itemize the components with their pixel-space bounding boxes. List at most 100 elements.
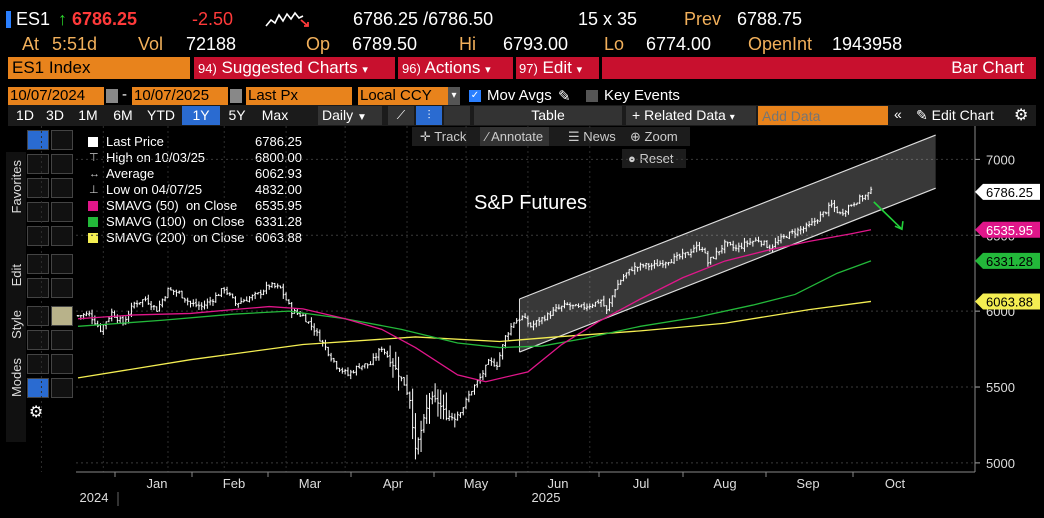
period-tab-5y[interactable]: 5Y	[228, 107, 246, 123]
horizontal-line-tool[interactable]	[27, 202, 49, 222]
zoom-button[interactable]: ⊕ Zoom	[630, 129, 678, 145]
legend-swatch	[88, 137, 98, 147]
period-tab-ytd[interactable]: YTD	[147, 107, 175, 123]
related-data-menu[interactable]: + Related Data ▾	[626, 106, 756, 125]
rectangle-tool[interactable]	[51, 226, 73, 246]
settings-gear-icon[interactable]: ⚙	[29, 404, 44, 421]
sma-50-line	[77, 229, 872, 383]
line-style-tool[interactable]	[51, 330, 73, 350]
legend-value: 6800.00	[255, 150, 302, 165]
x-tick-label: Mar	[299, 476, 322, 491]
side-panel: Favorites Edit Style Modes ⚙	[0, 126, 76, 442]
forecast-arrow	[873, 201, 903, 230]
line-chart-icon[interactable]: ⟋	[388, 106, 414, 125]
high-price: 6793.00	[503, 34, 569, 54]
prev-close: 6788.75	[737, 9, 803, 29]
bar-chart-icon[interactable]: ⫶	[416, 106, 442, 125]
annotate-label: Annotate	[491, 129, 544, 144]
field-select[interactable]: Last Px	[246, 87, 352, 105]
x-tick-label: Sep	[796, 476, 819, 491]
edit-chart-button[interactable]: ✎ Edit Chart	[916, 106, 994, 125]
color-mode[interactable]	[27, 378, 49, 398]
annotate-button[interactable]: ∕ Annotate	[480, 127, 550, 146]
trash-icon[interactable]	[51, 278, 73, 298]
magnet-mode[interactable]	[51, 354, 73, 374]
end-date: 10/07/2025	[134, 87, 210, 104]
legend-item[interactable]: SMAVG (100) on Close 6331.28	[86, 214, 302, 230]
actions-menu[interactable]: 96) Actions ▾	[402, 58, 491, 78]
text-tool[interactable]	[27, 306, 49, 326]
add-data-input[interactable]	[758, 106, 888, 125]
move-tool[interactable]	[51, 254, 73, 274]
ticker[interactable]: ES1	[16, 9, 51, 29]
line-weight-tool[interactable]	[27, 330, 49, 350]
news-button[interactable]: ☰ News	[568, 129, 616, 145]
segment-tool[interactable]	[27, 178, 49, 198]
legend-item[interactable]: ⊥ Low on 04/07/25 4832.00	[86, 182, 302, 198]
open-interest: 1943958	[832, 34, 903, 54]
news-label: News	[583, 129, 616, 144]
reset-button[interactable]: ● Reset	[622, 149, 686, 168]
security-field[interactable]: ES1 Index	[8, 57, 190, 79]
edit-num: 97)	[519, 61, 538, 76]
period-tab-6m[interactable]: 6M	[113, 107, 133, 123]
currency-select[interactable]: Local CCY	[358, 87, 458, 105]
period-tab-3d[interactable]: 3D	[46, 107, 64, 123]
fib-tool[interactable]	[27, 226, 49, 246]
actions-label: Actions	[424, 58, 481, 77]
chart-annotation[interactable]: S&P Futures	[474, 192, 588, 214]
gear-icon[interactable]: ⚙	[1014, 107, 1029, 124]
x-tick-label: Feb	[223, 476, 245, 491]
legend-item[interactable]: Last Price 6786.25	[86, 134, 302, 150]
fill-color-tool[interactable]	[51, 306, 73, 326]
actions-num: 96)	[402, 61, 421, 76]
price-label: 6535.95	[986, 223, 1033, 238]
pencil-icon[interactable]: ✎	[558, 88, 571, 105]
frequency-select[interactable]: Daily ▼	[318, 106, 382, 125]
calendar-icon[interactable]	[106, 89, 118, 103]
ray-tool[interactable]	[51, 154, 73, 174]
chart-style-icon[interactable]	[444, 106, 470, 125]
legend-value: 4832.00	[255, 182, 302, 197]
suggested-charts-menu[interactable]: 94) Suggested Charts ▾	[198, 58, 368, 78]
legend-item[interactable]: SMAVG (200) on Close 6063.88	[86, 230, 302, 246]
start-date-field[interactable]: 10/07/2024	[8, 87, 104, 105]
end-date-field[interactable]: 10/07/2025	[132, 87, 228, 105]
period-tab-1d[interactable]: 1D	[16, 107, 34, 123]
price-label: 6063.88	[986, 294, 1033, 309]
edit-menu[interactable]: 97) Edit ▾	[519, 58, 582, 78]
table-button[interactable]: Table	[474, 106, 622, 125]
price-label-bg	[975, 293, 1040, 310]
x-tick-label: Apr	[383, 476, 404, 491]
legend-value: 6786.25	[255, 134, 302, 149]
crosshair-mode[interactable]	[27, 354, 49, 374]
calendar-icon[interactable]	[230, 89, 242, 103]
collapse-icon[interactable]: «	[894, 106, 902, 122]
legend-item[interactable]: SMAVG (50) on Close 6535.95	[86, 198, 302, 214]
period-tab-max[interactable]: Max	[261, 107, 289, 123]
dropdown-icon[interactable]: ▾	[448, 87, 460, 105]
x-year-label: 2025	[532, 490, 561, 505]
channel-tool[interactable]	[51, 178, 73, 198]
sma-100-line	[77, 260, 872, 349]
legend-item[interactable]: ⊤ High on 10/03/25 6800.00	[86, 150, 302, 166]
select-tool[interactable]	[27, 278, 49, 298]
draw-tool[interactable]	[51, 130, 73, 150]
palette-icon[interactable]	[51, 378, 73, 398]
period-tab-1y[interactable]: 1Y	[182, 106, 220, 125]
pen-tool[interactable]	[27, 254, 49, 274]
track-button[interactable]: ✛ Track	[420, 129, 466, 145]
trend-line-tool[interactable]	[27, 154, 49, 174]
legend-swatch	[88, 233, 98, 243]
track-label: Track	[434, 129, 467, 144]
key-events-checkbox[interactable]	[586, 90, 598, 102]
legend-item[interactable]: ↔ Average 6062.93	[86, 166, 302, 182]
legend-low-icon: ⊥	[89, 184, 99, 196]
retracement-tool[interactable]	[51, 202, 73, 222]
mov-avgs-checkbox[interactable]: ✓	[469, 90, 481, 102]
last-price: 6786.25	[72, 9, 138, 29]
cursor-tool[interactable]	[27, 130, 49, 150]
period-tab-1m[interactable]: 1M	[78, 107, 98, 123]
legend-swatch	[88, 201, 98, 211]
